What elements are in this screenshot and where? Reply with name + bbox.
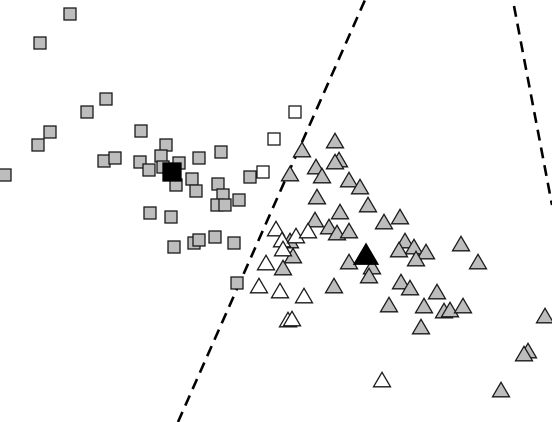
gray-triangle-point: [319, 218, 339, 235]
gray-triangle-point: [312, 167, 332, 184]
white-triangle-point: [372, 371, 392, 388]
gray-triangle-point: [491, 381, 511, 398]
gray-triangle-point: [330, 203, 350, 220]
gray-triangle-point: [280, 165, 300, 182]
gray-triangle-point: [374, 213, 394, 230]
gray-square-point: [80, 105, 94, 119]
white-square-point: [288, 105, 302, 119]
gray-square-point: [134, 124, 148, 138]
gray-triangle-point: [400, 279, 420, 296]
boundary-lines: [176, 0, 552, 422]
dashed-boundary-right: [512, 5, 552, 206]
gray-triangle-point: [325, 132, 345, 149]
gray-triangle-point: [305, 211, 325, 228]
gray-square-point: [167, 240, 181, 254]
gray-square-point: [143, 206, 157, 220]
gray-square-point: [185, 172, 199, 186]
gray-square-point: [108, 151, 122, 165]
white-triangle-point: [273, 240, 293, 257]
gray-square-point: [97, 154, 111, 168]
gray-square-point: [214, 145, 228, 159]
gray-triangle-point: [273, 259, 293, 276]
gray-triangle-point: [406, 250, 426, 267]
gray-triangle-point: [339, 222, 359, 239]
gray-triangle-point: [535, 307, 552, 324]
gray-triangle-point: [339, 171, 359, 188]
gray-square-point: [243, 170, 257, 184]
white-triangle-point: [298, 222, 318, 239]
white-triangle-point: [256, 254, 276, 271]
white-triangle-point: [266, 220, 286, 237]
gray-square-point: [192, 151, 206, 165]
gray-square-point: [0, 168, 12, 182]
gray-triangle-point: [359, 267, 379, 284]
gray-square-point: [99, 92, 113, 106]
white-triangle-point: [294, 287, 314, 304]
white-triangle-point: [282, 310, 302, 327]
gray-triangle-point: [451, 235, 471, 252]
gray-square-point: [192, 233, 206, 247]
gray-square-point: [208, 230, 222, 244]
gray-square-point: [189, 184, 203, 198]
gray-square-point: [31, 138, 45, 152]
dashed-boundary-left: [176, 0, 367, 422]
centroid-triangle-point: [352, 242, 380, 265]
gray-triangle-point: [389, 241, 409, 258]
gray-square-point: [159, 138, 173, 152]
gray-triangle-point: [339, 253, 359, 270]
gray-square-point: [43, 125, 57, 139]
gray-triangle-point: [379, 296, 399, 313]
gray-square-point: [227, 236, 241, 250]
gray-square-point: [230, 276, 244, 290]
gray-square-point: [63, 7, 77, 21]
gray-triangle-point: [453, 297, 473, 314]
gray-triangle-point: [324, 277, 344, 294]
gray-triangle-point: [427, 283, 447, 300]
centroid-square-point: [162, 162, 182, 182]
gray-square-point: [164, 210, 178, 224]
gray-square-point: [211, 177, 225, 191]
gray-triangle-point: [514, 345, 534, 362]
data-points: [0, 7, 552, 398]
white-triangle-point: [270, 282, 290, 299]
gray-triangle-point: [292, 141, 312, 158]
gray-square-point: [154, 149, 168, 163]
gray-triangle-point: [350, 178, 370, 195]
gray-triangle-point: [411, 318, 431, 335]
white-triangle-point: [249, 277, 269, 294]
gray-triangle-point: [325, 153, 345, 170]
white-square-point: [267, 132, 281, 146]
gray-square-point: [142, 163, 156, 177]
gray-square-point: [218, 198, 232, 212]
gray-square-point: [232, 193, 246, 207]
gray-triangle-point: [414, 297, 434, 314]
gray-triangle-point: [468, 253, 488, 270]
gray-triangle-point: [391, 273, 411, 290]
white-square-point: [256, 165, 270, 179]
gray-triangle-point: [416, 243, 436, 260]
gray-triangle-point: [307, 188, 327, 205]
gray-triangle-point: [390, 208, 410, 225]
gray-triangle-point: [358, 196, 378, 213]
gray-square-point: [33, 36, 47, 50]
